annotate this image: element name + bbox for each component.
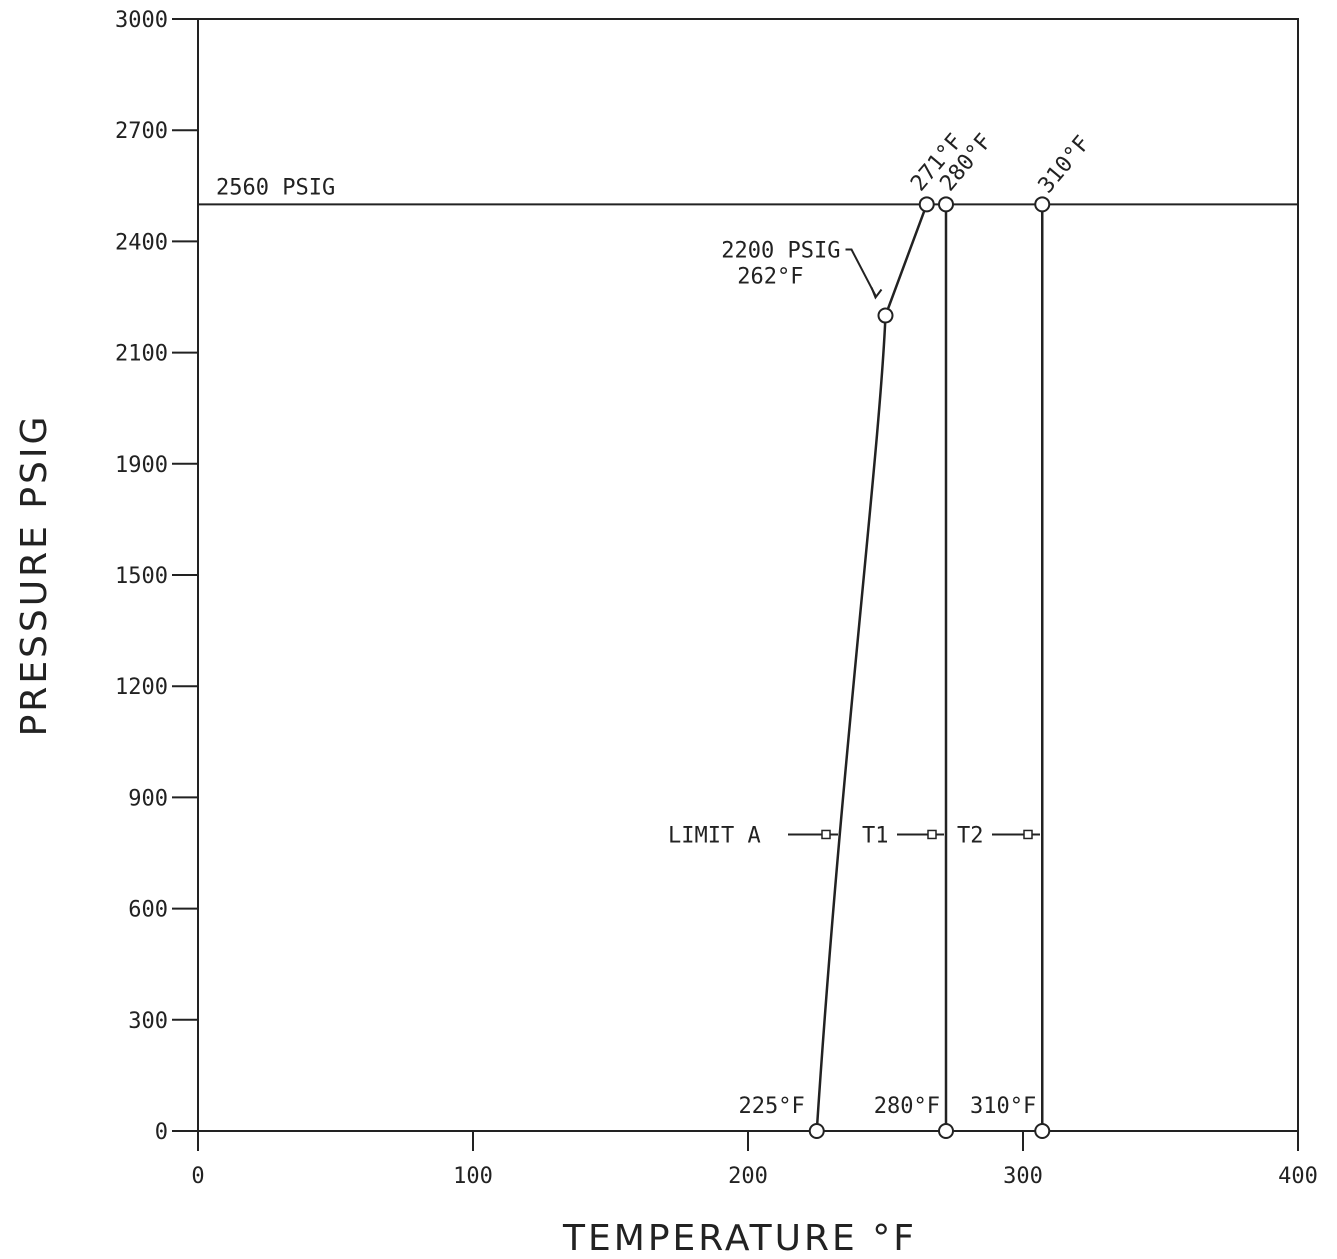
series-label: LIMIT A — [668, 823, 761, 848]
y-tick-label: 300 — [128, 1009, 168, 1034]
point-label: 225°F — [739, 1094, 805, 1119]
data-point — [808, 1123, 825, 1139]
data-point — [938, 1123, 954, 1139]
series-label: T2 — [957, 823, 984, 848]
y-tick-label: 2400 — [115, 230, 168, 255]
point-label: 2200 PSIG — [721, 239, 840, 264]
y-tick-label: 1500 — [115, 564, 168, 589]
data-point — [918, 196, 935, 213]
arrow-marker — [821, 829, 831, 840]
data-point — [938, 196, 954, 213]
arrow-marker — [927, 829, 937, 840]
data-point — [877, 307, 894, 324]
y-tick-label: 600 — [128, 898, 168, 923]
series-group — [808, 196, 1051, 1139]
reference-line-label: 2560 PSIG — [216, 175, 335, 200]
y-tick-label: 900 — [128, 786, 168, 811]
y-tick-label: 1900 — [115, 453, 168, 478]
callout-leader — [845, 248, 877, 296]
x-axis: 0 100 200 300 400 — [191, 1131, 1318, 1189]
y-tick-label: 0 — [155, 1120, 168, 1145]
callout-arrowhead — [870, 287, 883, 300]
arrow-marker — [1023, 829, 1033, 840]
x-tick-label: 300 — [1003, 1164, 1043, 1189]
y-axis-title: PRESSURE PSIG — [14, 414, 55, 737]
y-tick-label: 1200 — [115, 675, 168, 700]
y-tick-label: 3000 — [115, 8, 168, 33]
x-axis-title: TEMPERATURE °F — [562, 1218, 917, 1259]
point-label: 280°F — [874, 1094, 940, 1119]
series-line-limit-a — [815, 203, 928, 1132]
x-tick-label: 200 — [728, 1164, 768, 1189]
y-tick-label: 2100 — [115, 342, 168, 367]
plot-frame — [197, 18, 1299, 1132]
point-label: 310°F — [1034, 131, 1096, 198]
y-axis: 0 300 600 900 1200 1500 1900 2100 2400 2700 3000 — [115, 8, 198, 1145]
series-label: T1 — [862, 823, 889, 848]
data-point — [1034, 1123, 1051, 1139]
y-tick-label: 2700 — [115, 119, 168, 144]
data-point — [1034, 196, 1051, 213]
x-tick-label: 100 — [453, 1164, 493, 1189]
x-tick-label: 0 — [191, 1164, 204, 1189]
x-tick-label: 400 — [1278, 1164, 1318, 1189]
point-label: 262°F — [737, 265, 803, 290]
point-label: 310°F — [970, 1094, 1036, 1119]
